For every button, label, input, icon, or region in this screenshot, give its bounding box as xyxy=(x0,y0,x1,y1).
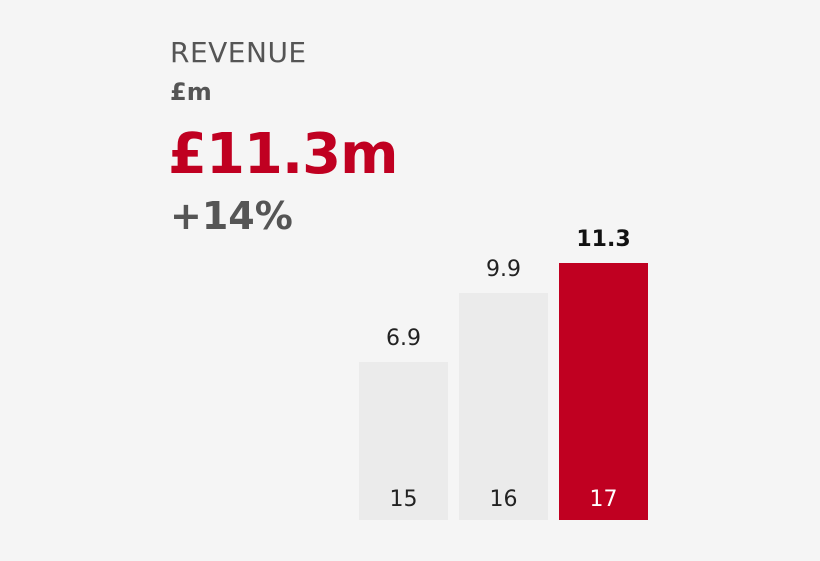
change-percent: +14% xyxy=(170,194,293,238)
headline-value: £11.3m xyxy=(168,122,398,187)
bar-value-label: 11.3 xyxy=(576,227,631,252)
bar-2017: 17 xyxy=(559,263,648,520)
revenue-title: REVENUE xyxy=(170,36,307,69)
bar-value-label: 9.9 xyxy=(486,257,521,282)
bar-2016: 16 xyxy=(459,293,548,520)
unit-label: £m xyxy=(170,78,212,106)
bar-year-label: 17 xyxy=(589,487,618,512)
bar-value-label: 6.9 xyxy=(386,326,421,351)
bar-year-label: 15 xyxy=(389,487,418,512)
bar-year-label: 16 xyxy=(489,487,518,512)
bar-2015: 15 xyxy=(359,362,448,520)
